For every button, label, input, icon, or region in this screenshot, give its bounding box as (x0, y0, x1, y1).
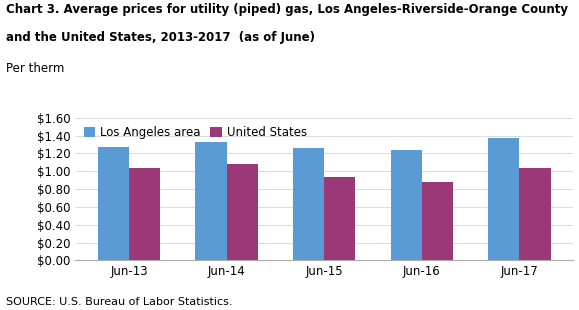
Legend: Los Angeles area, United States: Los Angeles area, United States (81, 124, 309, 141)
Bar (519, 168, 551, 260)
Text: Per therm: Per therm (6, 62, 64, 75)
Bar (293, 148, 324, 260)
Bar (129, 168, 160, 260)
Text: and the United States, 2013-2017  (as of June): and the United States, 2013-2017 (as of … (6, 31, 315, 44)
Bar (324, 177, 356, 260)
Bar (391, 150, 422, 260)
Text: SOURCE: U.S. Bureau of Labor Statistics.: SOURCE: U.S. Bureau of Labor Statistics. (6, 297, 232, 307)
Bar (422, 182, 453, 260)
Bar (227, 164, 258, 260)
Bar (98, 147, 129, 260)
Text: Chart 3. Average prices for utility (piped) gas, Los Angeles-Riverside-Orange Co: Chart 3. Average prices for utility (pip… (6, 3, 568, 16)
Bar (488, 138, 519, 260)
Bar (196, 142, 227, 260)
